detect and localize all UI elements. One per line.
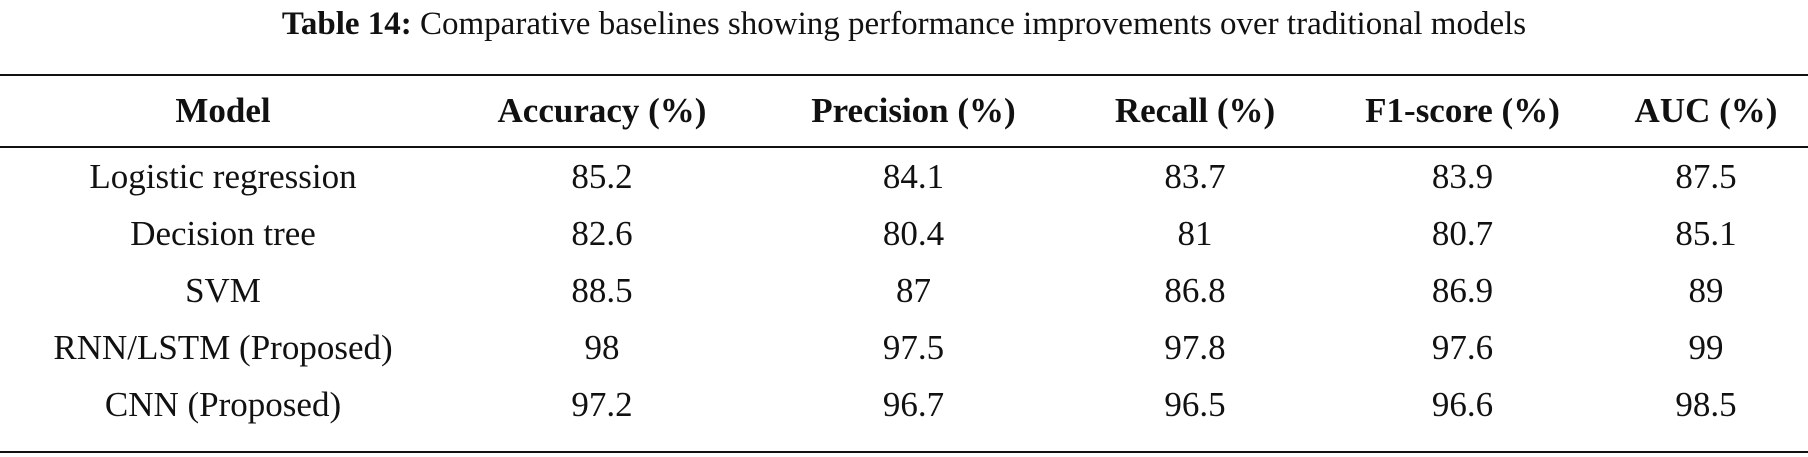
table-header-row: Model Accuracy (%) Precision (%) Recall … (0, 76, 1808, 146)
cell-precision: 80.4 (882, 214, 945, 253)
caption-label: Table 14: (281, 6, 412, 42)
cell-recall: 96.5 (1164, 385, 1226, 424)
table-row: CNN (Proposed) 97.2 96.7 96.5 96.6 98.5 (0, 376, 1808, 433)
cell-auc: 87.5 (1675, 157, 1737, 196)
cell-model: SVM (185, 271, 261, 310)
table-caption: Table 14: Comparative baselines showing … (0, 2, 1808, 46)
cell-precision: 97.5 (882, 328, 945, 367)
cell-accuracy: 88.5 (571, 271, 633, 310)
column-header-model: Model (175, 91, 271, 130)
cell-model: CNN (Proposed) (104, 385, 342, 424)
cell-f1-score: 80.7 (1431, 214, 1494, 253)
cell-auc: 98.5 (1675, 385, 1737, 424)
cell-recall: 86.8 (1164, 271, 1226, 310)
cell-auc: 89 (1688, 271, 1724, 310)
cell-f1-score: 96.6 (1431, 385, 1494, 424)
cell-model: Decision tree (130, 214, 316, 253)
column-header-auc: AUC (%) (1634, 91, 1778, 130)
table-row: SVM 88.5 87 86.8 86.9 89 (0, 262, 1808, 319)
cell-model: Logistic regression (89, 157, 357, 196)
table-row: Logistic regression 85.2 84.1 83.7 83.9 … (0, 146, 1808, 205)
column-header-accuracy: Accuracy (%) (497, 91, 707, 130)
cell-f1-score: 83.9 (1431, 157, 1494, 196)
caption-text: Comparative baselines showing performanc… (420, 6, 1527, 42)
cell-recall: 81 (1177, 214, 1213, 253)
cell-f1-score: 97.6 (1431, 328, 1494, 367)
cell-model: RNN/LSTM (Proposed) (53, 328, 393, 367)
cell-accuracy: 97.2 (571, 385, 633, 424)
table-row: RNN/LSTM (Proposed) 98 97.5 97.8 97.6 99 (0, 319, 1808, 376)
table-bottom-rule (0, 451, 1808, 453)
cell-precision: 84.1 (882, 157, 945, 196)
cell-accuracy: 82.6 (571, 214, 633, 253)
cell-recall: 83.7 (1164, 157, 1226, 196)
results-table: Model Accuracy (%) Precision (%) Recall … (0, 76, 1808, 433)
column-header-recall: Recall (%) (1114, 91, 1276, 130)
cell-auc: 85.1 (1675, 214, 1737, 253)
cell-f1-score: 86.9 (1431, 271, 1494, 310)
table-row: Decision tree 82.6 80.4 81 80.7 85.1 (0, 205, 1808, 262)
cell-accuracy: 98 (584, 328, 620, 367)
column-header-f1-score: F1-score (%) (1365, 91, 1560, 130)
table-header-rule (0, 146, 1808, 148)
cell-precision: 87 (896, 271, 931, 310)
cell-precision: 96.7 (882, 385, 945, 424)
table-top-rule (0, 74, 1808, 76)
cell-accuracy: 85.2 (571, 157, 633, 196)
cell-auc: 99 (1688, 328, 1724, 367)
column-header-precision: Precision (%) (811, 91, 1016, 130)
cell-recall: 97.8 (1164, 328, 1226, 367)
